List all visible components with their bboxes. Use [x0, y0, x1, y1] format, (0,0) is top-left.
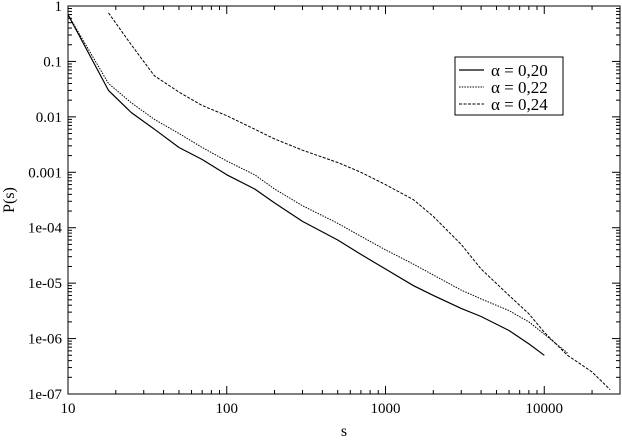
y-axis-label: P(s) — [1, 187, 18, 213]
series-layer — [67, 12, 611, 390]
y-tick-label: 1e-07 — [28, 387, 63, 403]
x-axis-label: s — [341, 423, 347, 440]
y-tick-label: 0.1 — [43, 54, 62, 70]
y-tick-label: 0.01 — [36, 110, 62, 126]
y-tick-label: 1 — [55, 0, 63, 15]
x-tick-label: 10000 — [526, 401, 564, 417]
legend-label: α = 0,24 — [491, 95, 548, 114]
y-tick-label: 1e-05 — [28, 276, 62, 292]
x-tick-label: 100 — [216, 401, 239, 417]
legend-label: α = 0,20 — [491, 61, 548, 80]
series-line-2 — [108, 12, 611, 390]
y-tick-label: 1e-06 — [28, 332, 63, 348]
x-tick-label: 10 — [61, 401, 76, 417]
legend: α = 0,20α = 0,22α = 0,24 — [454, 56, 564, 116]
series-line-0 — [67, 14, 545, 356]
plot-frame — [67, 5, 621, 395]
legend-label: α = 0,22 — [491, 78, 548, 97]
y-tick-label: 1e-04 — [28, 221, 63, 237]
x-tick-label: 1000 — [371, 401, 401, 417]
axis-ticks: 10 100 1000 10000 1 0.1 0.01 0.001 1e-04 1e-05 1e-… — [28, 0, 621, 417]
series-line-1 — [67, 14, 568, 354]
legend-box — [454, 56, 564, 116]
y-tick-label: 0.001 — [28, 165, 62, 181]
